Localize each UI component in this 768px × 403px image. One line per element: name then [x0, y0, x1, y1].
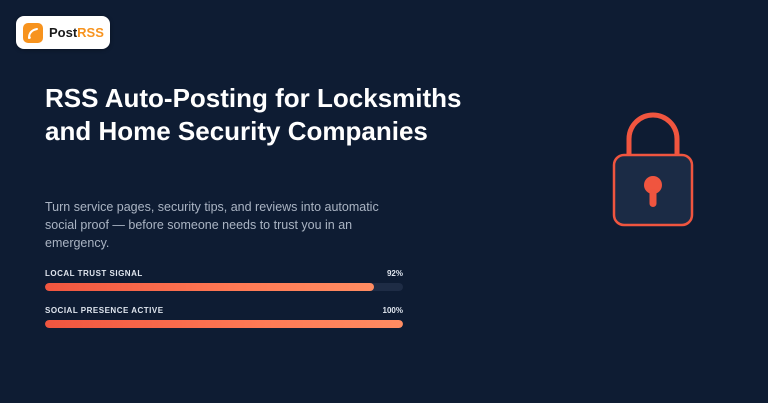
- page-subtitle: Turn service pages, security tips, and r…: [45, 200, 379, 250]
- progress-fill: [45, 320, 403, 328]
- padlock-icon: [607, 105, 699, 229]
- metric-local-trust: LOCAL TRUST SIGNAL 92%: [45, 268, 403, 291]
- progress-track: [45, 283, 403, 291]
- metric-social-presence: SOCIAL PRESENCE ACTIVE 100%: [45, 305, 403, 328]
- rss-feed-icon: [23, 22, 43, 43]
- progress-track: [45, 320, 403, 328]
- postrss-logo-badge[interactable]: PostRSS: [16, 16, 110, 49]
- metric-value: 92%: [386, 269, 403, 278]
- progress-fill: [45, 283, 375, 291]
- page-title: RSS Auto-Posting for Locksmiths and Home…: [45, 83, 462, 146]
- metric-value: 100%: [382, 306, 403, 315]
- metric-label: LOCAL TRUST SIGNAL: [45, 269, 143, 278]
- brand-name: PostRSS: [49, 25, 104, 40]
- brand-name-part1: Post: [49, 25, 78, 40]
- metric-label: SOCIAL PRESENCE ACTIVE: [45, 306, 164, 315]
- brand-name-part2: RSS: [77, 25, 104, 40]
